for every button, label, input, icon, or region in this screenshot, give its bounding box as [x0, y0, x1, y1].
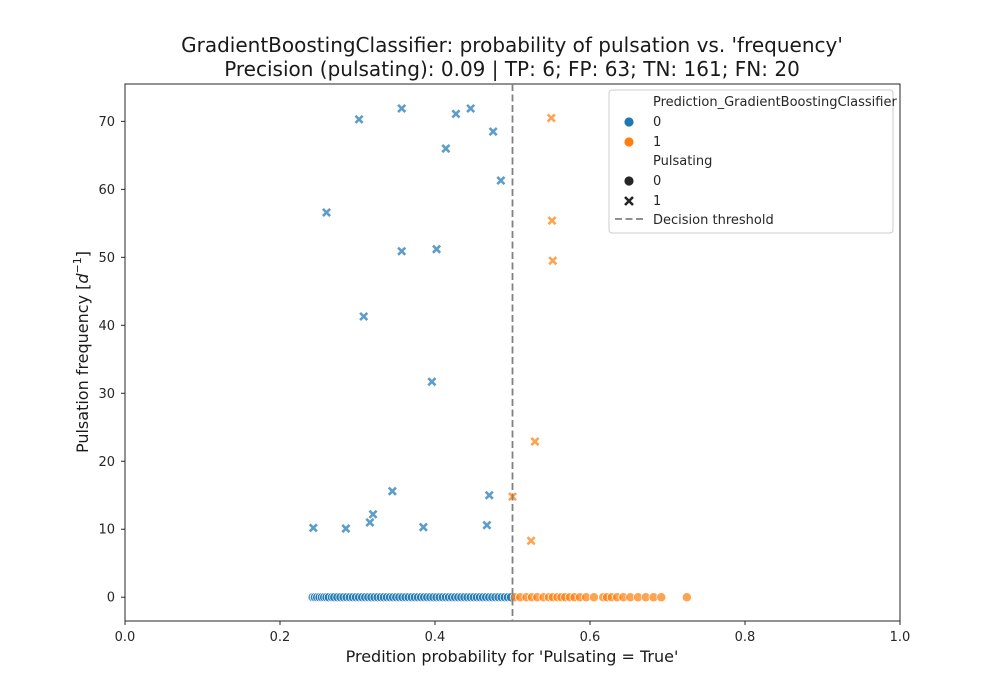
data-point-x [397, 103, 407, 113]
data-point-x [530, 437, 540, 447]
data-point-x [341, 524, 351, 534]
y-axis-label-end: ] [73, 251, 92, 257]
data-point-x [526, 536, 536, 546]
data-point-x [482, 520, 492, 530]
y-tick-label: 50 [98, 251, 115, 266]
data-point-x [368, 509, 378, 519]
legend-hue-1-marker [623, 136, 635, 148]
data-point-circle [588, 592, 599, 603]
y-axis-ticks: 0 10 20 30 40 50 60 70 [98, 115, 125, 606]
legend-style-title: Pulsating [653, 154, 712, 169]
data-point-circle [681, 592, 692, 603]
chart-title: GradientBoostingClassifier: probability … [181, 33, 843, 57]
legend-hue-0-marker [623, 116, 635, 128]
y-tick-label: 10 [98, 523, 115, 538]
x-tick-label: 0.8 [735, 630, 756, 645]
x-tick-label: 0.6 [580, 630, 601, 645]
data-point-circle [656, 592, 667, 603]
data-point-x [547, 216, 557, 226]
y-axis-label-main: Pulsation frequency [ [73, 284, 92, 453]
data-point-x [496, 176, 506, 186]
data-point-x [354, 114, 364, 124]
legend-hue-1-label: 1 [653, 135, 661, 150]
data-point-x [387, 486, 397, 496]
data-point-x [548, 256, 558, 266]
data-point-x [365, 517, 375, 527]
data-point-x [484, 490, 494, 500]
x-tick-label: 0.0 [115, 630, 136, 645]
legend-style-1-label: 1 [653, 194, 661, 209]
y-tick-label: 70 [98, 115, 115, 130]
data-point-x [397, 246, 407, 256]
legend-style-1-marker [624, 196, 634, 206]
legend-threshold-label: Decision threshold [653, 213, 774, 228]
data-point-x [308, 523, 318, 533]
points-layer [307, 103, 692, 603]
data-point-x [432, 244, 442, 254]
legend-style-0-label: 0 [653, 174, 661, 189]
legend: Prediction_GradientBoostingClassifier 0 … [608, 89, 897, 234]
y-axis-label-unit: d [73, 273, 92, 284]
legend-hue-title: Prediction_GradientBoostingClassifier [653, 95, 897, 110]
y-axis-label-exponent: −1 [71, 257, 84, 273]
data-point-x [441, 144, 451, 154]
x-axis-label: Predition probability for 'Pulsating = T… [346, 647, 679, 666]
data-point-x [418, 522, 428, 532]
y-tick-label: 60 [98, 183, 115, 198]
data-point-x [321, 207, 332, 217]
x-tick-label: 0.4 [425, 630, 446, 645]
legend-hue-0-label: 0 [653, 115, 661, 130]
x-axis-ticks: 0.0 0.2 0.4 0.6 0.8 1.0 [115, 621, 911, 645]
legend-style-0-marker [623, 175, 635, 187]
chart-subtitle: Precision (pulsating): 0.09 | TP: 6; FP:… [224, 57, 800, 81]
data-point-x [451, 109, 461, 119]
y-tick-label: 30 [98, 387, 115, 402]
y-tick-label: 40 [98, 319, 115, 334]
x-tick-label: 0.2 [270, 630, 291, 645]
y-tick-label: 20 [98, 455, 115, 470]
legend-box [608, 89, 894, 234]
data-point-x [488, 127, 498, 137]
data-point-x [466, 103, 476, 113]
data-point-x [359, 311, 369, 321]
data-point-x [427, 377, 437, 387]
y-axis-label: Pulsation frequency [d−1] [71, 251, 92, 453]
x-tick-label: 1.0 [890, 630, 911, 645]
data-point-x [546, 113, 556, 123]
y-tick-label: 0 [107, 591, 115, 606]
